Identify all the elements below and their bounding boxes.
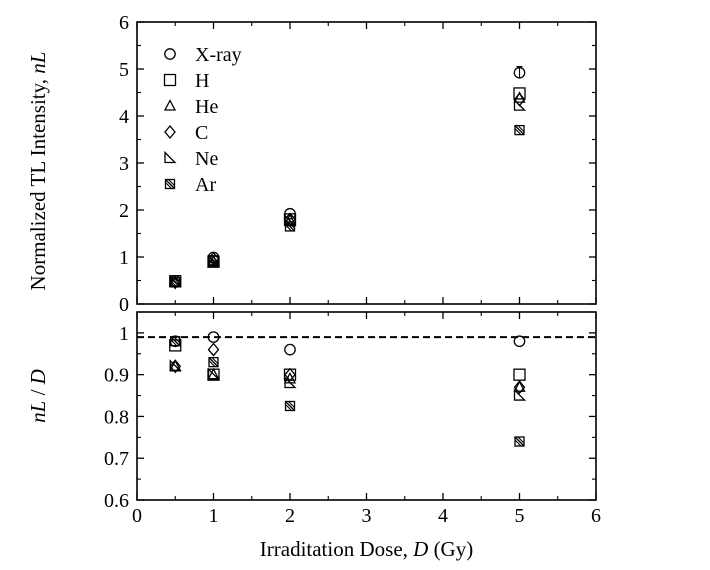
data-point-x-ray [284,343,296,356]
x-tick-label: 0 [132,505,142,527]
data-point-ar [170,277,181,288]
x-axis-label: Irraditation Dose, D (Gy) [260,537,473,561]
y-tick-label: 0.8 [104,406,129,428]
legend-label: Ar [195,174,216,196]
x-tick-label: 6 [591,505,601,527]
x-tick-label: 2 [285,505,295,527]
data-point-ne [284,375,297,389]
data-point-c [284,367,296,382]
top-data-points [169,66,527,290]
y-tick-label: 6 [119,12,129,34]
data-point-ar [514,436,525,447]
y-tick-label: 2 [119,200,129,222]
y-tick-label: 0.7 [104,448,129,470]
x-tick-label: 4 [438,505,448,527]
legend-label: C [195,122,208,144]
data-point-h [513,87,526,100]
data-point-ar [284,400,296,412]
top-y-ticks: 0 1 2 3 4 5 6 [119,12,596,316]
bottom-data-points [169,331,527,447]
legend-marker-x-ray [164,48,176,60]
data-point-ar [170,336,181,347]
data-point-ne [207,367,221,380]
x-tick-label: 1 [209,505,219,527]
y-tick-label: 3 [119,153,129,175]
data-point-he [283,213,297,225]
legend-marker-ne [164,150,177,164]
data-point-c [513,380,526,395]
data-point-ne [169,359,182,372]
y-tick-label: 1 [119,323,129,345]
data-point-h [169,339,182,352]
legend-marker-c [164,124,176,140]
y-tick-label: 1 [119,247,129,269]
data-point-he [513,380,526,392]
bottom-y-axis-label: nL / D [26,369,50,423]
data-point-x-ray [513,335,526,348]
legend-marker-h [163,73,177,87]
y-tick-label: 4 [119,106,129,128]
bottom-y-ticks: 0.6 0.7 0.8 0.9 1 [104,323,596,512]
data-point-c [169,275,182,290]
legend-marker-ar [164,178,176,190]
y-tick-label: 0 [119,294,129,316]
bottom-panel-frame [136,311,597,501]
y-tick-label: 0.6 [104,490,129,512]
data-point-ne [513,388,527,401]
x-tick-label: 3 [362,505,372,527]
bottom-x-ticks: 0 1 2 3 4 5 6 [132,312,601,527]
legend: X-ray H He C Ne Ar [163,44,242,196]
legend-label: Ne [195,148,218,170]
data-point-ar [514,124,525,136]
data-point-c [207,342,220,357]
legend-label: H [195,70,209,92]
data-point-ar [208,356,219,368]
legend-label: X-ray [195,44,242,66]
top-x-ticks [136,22,597,304]
y-tick-label: 0.9 [104,365,129,387]
legend-label: He [195,96,218,118]
data-point-ne [513,98,527,111]
top-y-axis-label: Normalized TL Intensity, nL [26,52,50,291]
data-point-ar [208,255,219,266]
data-point-h [513,368,526,381]
x-tick-label: 5 [515,505,525,527]
data-point-c [169,359,182,374]
data-point-ar [284,221,296,232]
legend-marker-he [163,99,177,111]
y-tick-label: 5 [119,59,129,81]
data-point-x-ray [207,331,220,343]
